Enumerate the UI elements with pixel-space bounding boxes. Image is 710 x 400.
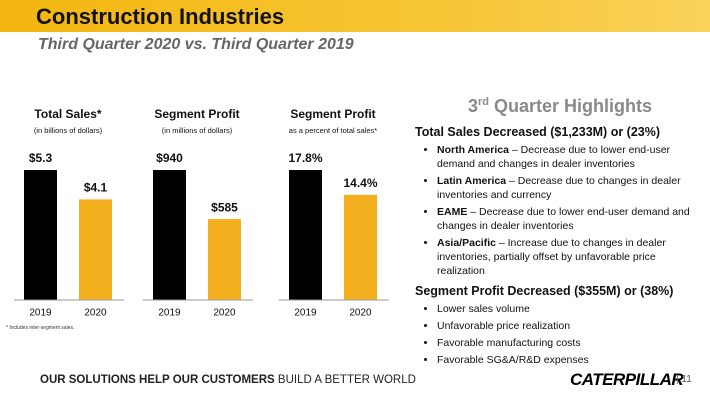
- bullet: Favorable manufacturing costs: [437, 336, 705, 350]
- chart-title: Total Sales*: [34, 107, 101, 121]
- value-label: $5.3: [29, 151, 53, 165]
- bullet-text: Unfavorable price realization: [437, 320, 571, 332]
- sections: Total Sales Decreased ($1,233M) or (23%)…: [415, 125, 705, 367]
- page-number: | 11: [676, 374, 692, 385]
- logo: CATERPILLAR: [570, 370, 684, 389]
- tagline-bold: OUR SOLUTIONS HELP OUR CUSTOMERS: [40, 374, 275, 386]
- bullet: North America – Decrease due to lower en…: [437, 143, 705, 171]
- section-heading: Segment Profit Decreased ($355M) or (38%…: [415, 284, 674, 298]
- chart-subtitle: (in millions of dollars): [162, 126, 233, 135]
- slide-subtitle: Third Quarter 2020 vs. Third Quarter 201…: [38, 36, 354, 53]
- x-tick-label: 2020: [213, 308, 236, 319]
- bullet: Unfavorable price realization: [437, 319, 705, 333]
- bullet-text: – Decrease due to lower end-user demand …: [437, 206, 690, 232]
- slide-title: Construction Industries: [36, 4, 285, 29]
- section-heading: Total Sales Decreased ($1,233M) or (23%): [415, 125, 661, 139]
- tagline: OUR SOLUTIONS HELP OUR CUSTOMERS BUILD A…: [40, 374, 416, 386]
- bullet: EAME – Decrease due to lower end-user de…: [437, 205, 705, 233]
- header-band: [0, 0, 710, 32]
- chart-title: Segment Profit: [290, 107, 375, 121]
- bullet: Favorable SG&A/R&D expenses: [437, 353, 705, 367]
- chart-subtitle: as a percent of total sales*: [289, 126, 377, 135]
- tagline-text: BUILD A BETTER WORLD: [274, 374, 416, 386]
- value-label: $940: [156, 151, 183, 165]
- bullet-text: – Decrease due to lower end-user demand …: [437, 144, 671, 170]
- x-tick-label: 2020: [84, 308, 107, 319]
- bullet: Asia/Pacific – Increase due to changes i…: [437, 236, 705, 278]
- bar: [24, 170, 57, 300]
- bar: [344, 194, 377, 300]
- page-num: 11: [681, 374, 692, 385]
- bar: [79, 199, 112, 300]
- bullet-bold: North America: [437, 144, 509, 156]
- bullet: Latin America – Decrease due to changes …: [437, 174, 705, 202]
- bullet-bold: EAME: [437, 206, 468, 218]
- chart-title: Segment Profit: [154, 107, 239, 121]
- highlights-title: 3rd Quarter Highlights: [415, 96, 705, 117]
- bar: [289, 170, 322, 300]
- bar: [153, 170, 186, 300]
- bullet-text: Favorable manufacturing costs: [437, 337, 581, 349]
- bullet-list: Lower sales volume Unfavorable price real…: [415, 302, 705, 367]
- x-tick-label: 2020: [349, 308, 372, 319]
- bullet-bold: Latin America: [437, 175, 507, 187]
- charts: Total Sales* (in billions of dollars) $5.3…: [14, 107, 389, 319]
- bullet-text: – Decrease due to changes in dealer inve…: [437, 175, 681, 201]
- bullet-list: North America – Decrease due to lower en…: [415, 143, 705, 278]
- value-label: $585: [211, 200, 238, 214]
- chart-subtitle: (in billions of dollars): [34, 126, 103, 135]
- bar: [208, 219, 241, 300]
- highlights: 3rd Quarter Highlights Total Sales Decre…: [415, 96, 705, 373]
- footnote: * Includes inter-segment sales.: [6, 325, 75, 331]
- value-label: 14.4%: [343, 176, 377, 190]
- title-text: Quarter Highlights: [489, 96, 653, 116]
- bullet-text: – Increase due to changes in dealer inve…: [437, 237, 666, 277]
- bullet-text: Lower sales volume: [437, 303, 530, 315]
- x-tick-label: 2019: [29, 308, 52, 319]
- x-tick-label: 2019: [158, 308, 181, 319]
- bullet-bold: Asia/Pacific: [437, 237, 496, 249]
- value-label: $4.1: [84, 181, 108, 195]
- ordinal-suffix: rd: [478, 96, 489, 108]
- x-tick-label: 2019: [294, 308, 317, 319]
- bullet: Lower sales volume: [437, 302, 705, 316]
- ordinal-number: 3: [467, 96, 478, 116]
- value-label: 17.8%: [288, 151, 322, 165]
- bullet-text: Favorable SG&A/R&D expenses: [437, 354, 589, 366]
